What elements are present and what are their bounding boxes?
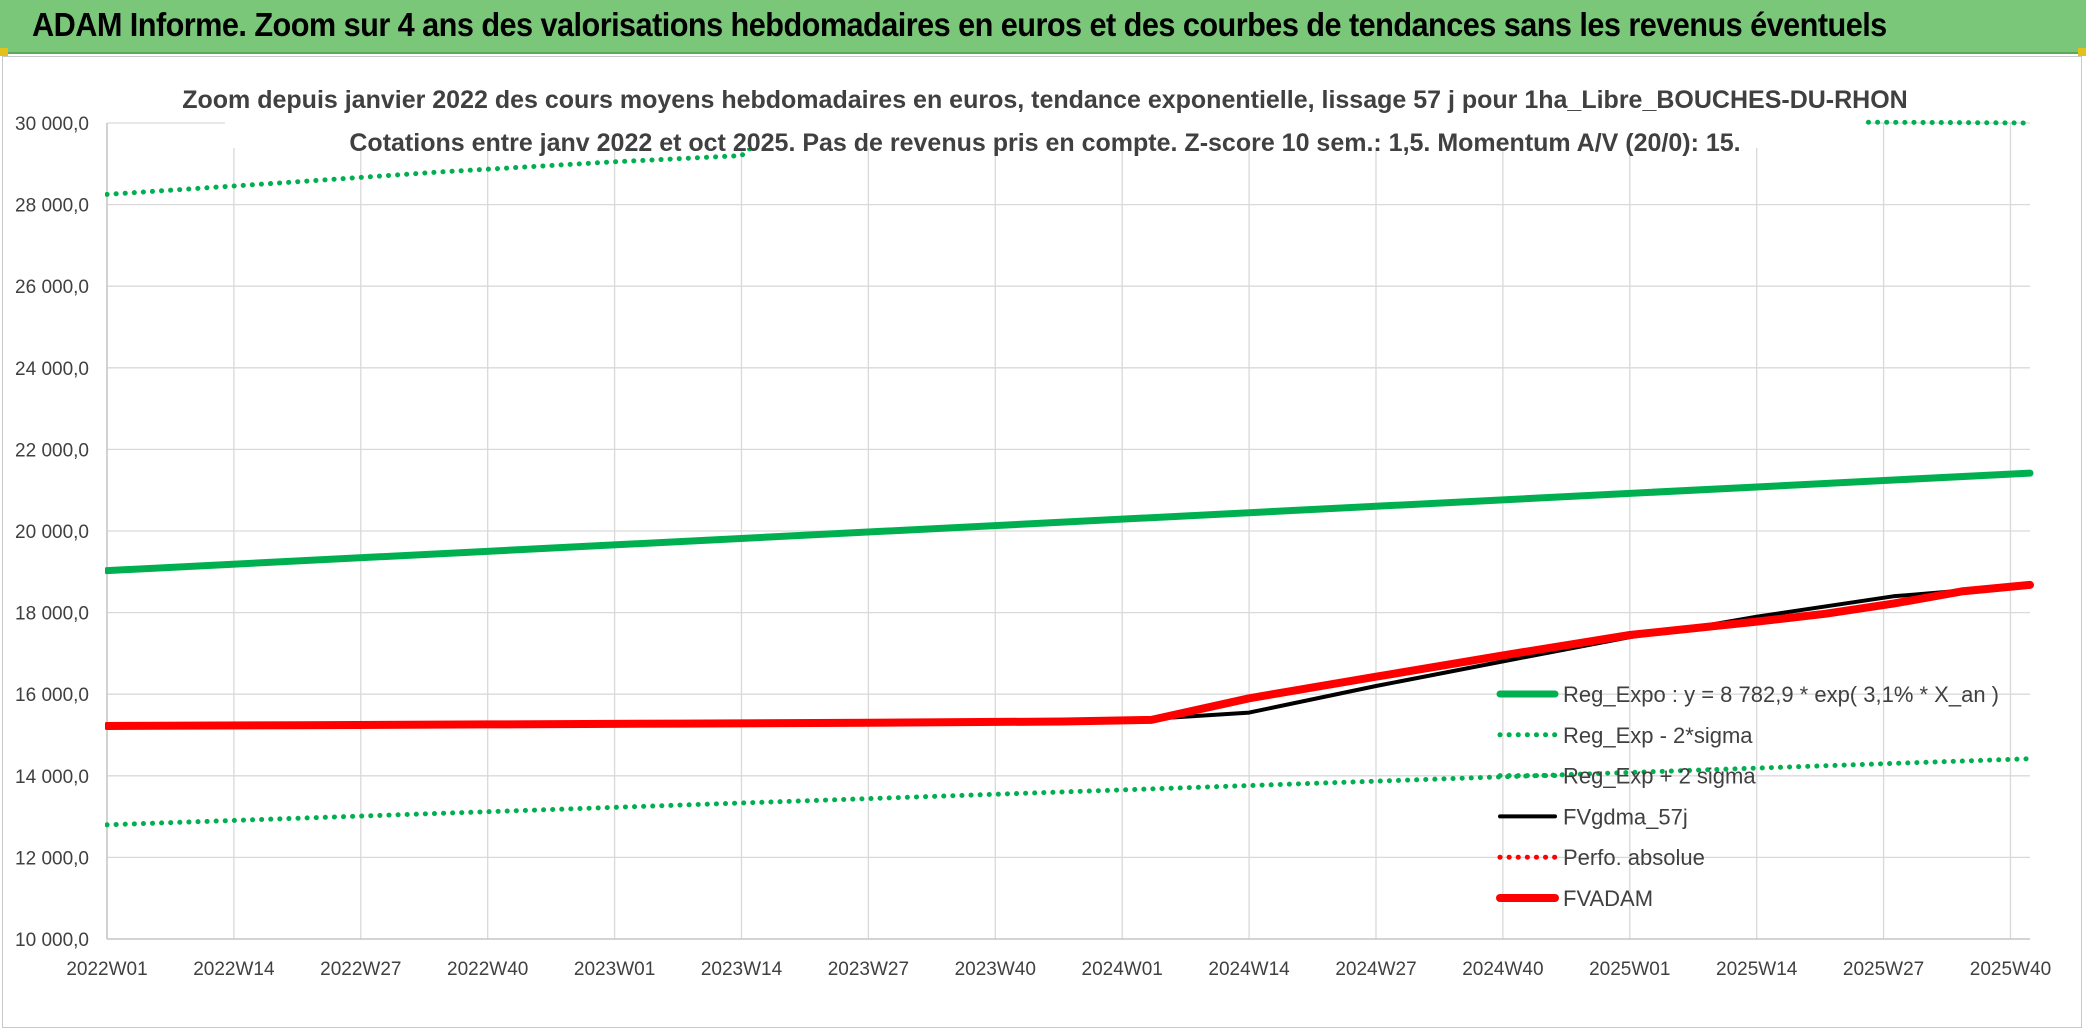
legend-label-plus: Reg_Exp + 2 sigma	[1563, 764, 1756, 789]
x-tick-label: 2024W40	[1462, 959, 1543, 980]
series-line-reg_expo	[105, 469, 2034, 575]
x-tick-label: 2023W27	[828, 959, 909, 980]
y-tick-label: 22 000,0	[15, 440, 89, 461]
corner-marker	[0, 48, 8, 56]
chart-title: Zoom depuis janvier 2022 des cours moyen…	[182, 86, 1908, 114]
x-tick-label: 2023W14	[701, 959, 783, 980]
chart-subtitle: Cotations entre janv 2022 et oct 2025. P…	[349, 129, 1740, 157]
y-axis-ticks: 10 000,0 12 000,0 14 000,0 16 000,0 18 000,0…	[15, 114, 89, 951]
x-tick-label: 2025W27	[1843, 959, 1924, 980]
x-tick-label: 2024W14	[1208, 959, 1290, 980]
x-tick-label: 2025W01	[1589, 959, 1670, 980]
y-tick-label: 26 000,0	[15, 277, 89, 298]
chart-frame	[2, 56, 2082, 1028]
legend-label-reg_expo: Reg_Expo : y = 8 782,9 * exp( 3,1% * X_a…	[1563, 682, 1999, 707]
chart-series	[105, 119, 2034, 828]
y-tick-label: 30 000,0	[15, 114, 89, 135]
y-tick-label: 10 000,0	[15, 930, 89, 951]
report-banner: ADAM Informe. Zoom sur 4 ans des valoris…	[0, 0, 2086, 54]
series-line-plus	[105, 119, 2033, 197]
x-tick-label: 2023W01	[574, 959, 655, 980]
y-tick-label: 16 000,0	[15, 685, 89, 706]
x-tick-label: 2023W40	[955, 959, 1036, 980]
y-tick-label: 18 000,0	[15, 604, 89, 625]
legend-label-fvadam: FVADAM	[1563, 886, 1653, 911]
legend-label-perfo: Perfo. absolue	[1563, 845, 1705, 870]
corner-marker	[2078, 48, 2086, 56]
chart-grid	[106, 122, 2030, 940]
report-title: ADAM Informe. Zoom sur 4 ans des valoris…	[32, 6, 1887, 43]
y-tick-label: 20 000,0	[15, 522, 89, 543]
legend-label-fvgdma: FVgdma_57j	[1563, 804, 1688, 829]
x-tick-label: 2024W27	[1335, 959, 1416, 980]
y-tick-label: 24 000,0	[15, 359, 89, 380]
series-line-fvadam	[105, 580, 2034, 730]
chart-legend: Reg_Expo : y = 8 782,9 * exp( 3,1% * X_a…	[1496, 682, 1999, 911]
y-tick-label: 14 000,0	[15, 767, 89, 788]
x-tick-label: 2022W14	[193, 959, 275, 980]
chart-title-background	[225, 60, 1865, 148]
x-tick-label: 2025W14	[1716, 959, 1798, 980]
x-tick-label: 2025W40	[1970, 959, 2051, 980]
series-line-minus	[105, 756, 2033, 828]
x-axis-ticks: 2022W01 2022W14 2022W27 2022W40 2023W01 2023W…	[66, 959, 2051, 980]
legend-label-minus: Reg_Exp - 2*sigma	[1563, 723, 1753, 748]
y-tick-label: 28 000,0	[15, 196, 89, 217]
x-tick-label: 2024W01	[1082, 959, 1163, 980]
y-tick-label: 12 000,0	[15, 848, 89, 869]
x-tick-label: 2022W27	[320, 959, 401, 980]
x-tick-label: 2022W01	[66, 959, 147, 980]
x-tick-label: 2022W40	[447, 959, 528, 980]
